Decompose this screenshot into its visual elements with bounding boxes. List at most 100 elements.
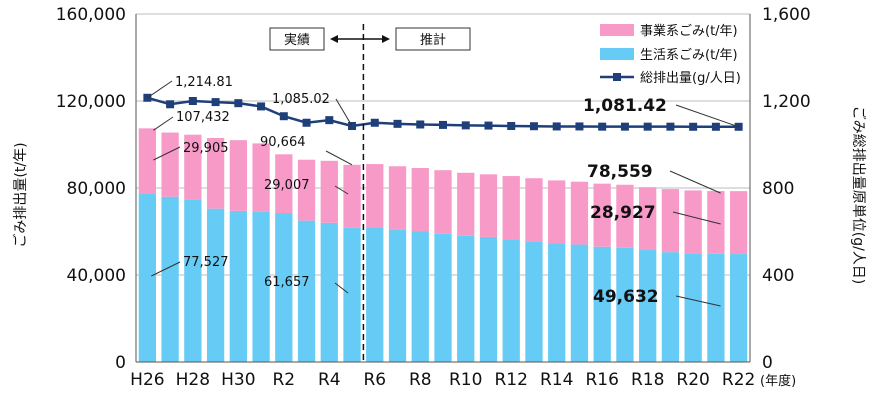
- label-line-r5-leader: [335, 98, 353, 127]
- bars: [138, 128, 748, 362]
- x-tick-label: H26: [130, 370, 164, 390]
- bar-business: [616, 184, 634, 248]
- line-marker: [370, 118, 379, 127]
- label-biz-r5-leader: [334, 185, 349, 195]
- line-marker: [416, 120, 425, 129]
- line-marker: [461, 121, 470, 130]
- line-marker: [166, 100, 175, 109]
- bar-household: [661, 252, 680, 362]
- bar-business: [252, 143, 270, 212]
- y2-tick-label: 1,600: [762, 5, 811, 25]
- bar-household: [275, 213, 293, 362]
- label-line-r22-leader: [675, 104, 739, 128]
- bar-business: [548, 180, 566, 244]
- bar-household: [343, 227, 361, 362]
- line-marker: [188, 97, 197, 105]
- bar-household: [502, 239, 520, 362]
- line-marker: [211, 98, 220, 107]
- bar-business: [525, 178, 543, 242]
- line-marker: [484, 121, 493, 130]
- bar-business: [639, 187, 657, 250]
- label-line-h26: 1,214.81: [175, 75, 233, 90]
- line-marker: [279, 112, 288, 121]
- label-home-r5: 61,657: [264, 275, 310, 290]
- label-home-r22-leader: [675, 295, 721, 307]
- bar-business: [366, 164, 384, 228]
- bar-household: [616, 247, 634, 362]
- label-top-r5: 90,664: [260, 135, 306, 150]
- bar-business: [388, 166, 407, 230]
- line-marker: [507, 122, 516, 131]
- y-tick-label: 40,000: [67, 266, 126, 286]
- label-biz-r22-leader: [672, 211, 721, 225]
- bar-household: [639, 249, 657, 362]
- bar-household: [479, 236, 498, 362]
- bar-business: [275, 154, 293, 214]
- line-marker: [552, 122, 561, 131]
- legend-swatch-business: [600, 24, 634, 36]
- legend-label-total: 総排出量(g/人日): [640, 71, 741, 86]
- x-tick-label: R20: [676, 370, 709, 390]
- legend-marker-total: [613, 73, 621, 81]
- x-tick-label: R16: [585, 370, 618, 390]
- label-home-r22: 49,632: [593, 287, 659, 307]
- legend: 事業系ごみ(t/年) 生活系ごみ(t/年) 総排出量(g/人日): [600, 23, 741, 86]
- bar-household: [457, 235, 475, 362]
- y-tick-label: 0: [115, 353, 126, 373]
- legend-label-household: 生活系ごみ(t/年): [640, 47, 738, 63]
- bar-household: [548, 243, 566, 362]
- line-marker: [620, 122, 629, 131]
- x-tick-label: R2: [272, 370, 295, 390]
- legend-label-business: 事業系ごみ(t/年): [640, 23, 738, 39]
- bar-business: [729, 191, 748, 255]
- line-marker: [529, 122, 538, 131]
- x-tick-label: R8: [409, 370, 432, 390]
- line-marker: [439, 120, 447, 129]
- label-top-h26: 107,432: [176, 110, 230, 125]
- label-top-h26-leader: [153, 116, 174, 131]
- y-tick-label: 120,000: [56, 92, 126, 112]
- bar-business: [229, 140, 247, 211]
- y2-tick-label: 0: [762, 353, 773, 373]
- forecast-label: 推計: [420, 32, 446, 48]
- bar-household: [684, 253, 702, 362]
- line-marker: [598, 122, 607, 131]
- bar-business: [593, 183, 611, 247]
- legend-swatch-household: [600, 48, 634, 60]
- label-top-r22: 78,559: [587, 162, 653, 182]
- bar-business: [684, 190, 702, 254]
- bar-business: [457, 172, 475, 236]
- bar-household: [161, 196, 179, 362]
- bar-household: [206, 208, 225, 362]
- actual-label-box: [269, 27, 325, 51]
- bar-household: [184, 199, 202, 362]
- label-top-r5-leader: [325, 150, 353, 166]
- y2-tick-label: 800: [762, 179, 794, 199]
- x-tick-label: H28: [176, 370, 210, 390]
- x-tick-label: R10: [449, 370, 482, 390]
- x-tick-label: R18: [631, 370, 664, 390]
- bar-household: [297, 220, 316, 362]
- line-marker: [393, 119, 402, 128]
- bar-business: [206, 137, 225, 209]
- actual-label: 実績: [284, 32, 310, 48]
- line-series: [143, 93, 743, 131]
- bar-household: [593, 246, 611, 362]
- bar-business: [479, 174, 498, 237]
- bar-business: [661, 189, 680, 253]
- x-tick-label: R14: [540, 370, 573, 390]
- label-line-h26-leader: [147, 80, 173, 99]
- bar-business: [161, 132, 179, 197]
- phase-arrow: [330, 35, 390, 43]
- label-home-r5-leader: [334, 282, 349, 294]
- y2-axis-title: ごみ総排出量原単位(g/人日): [850, 106, 866, 285]
- label-biz-h26: 29,905: [183, 141, 229, 156]
- bar-business: [434, 170, 452, 234]
- bar-household: [570, 244, 589, 362]
- y2-tick-label: 1,200: [762, 92, 811, 112]
- x-tick-label: R4: [318, 370, 341, 390]
- bar-household: [320, 222, 338, 362]
- line-marker: [257, 102, 266, 111]
- bar-household: [525, 241, 543, 362]
